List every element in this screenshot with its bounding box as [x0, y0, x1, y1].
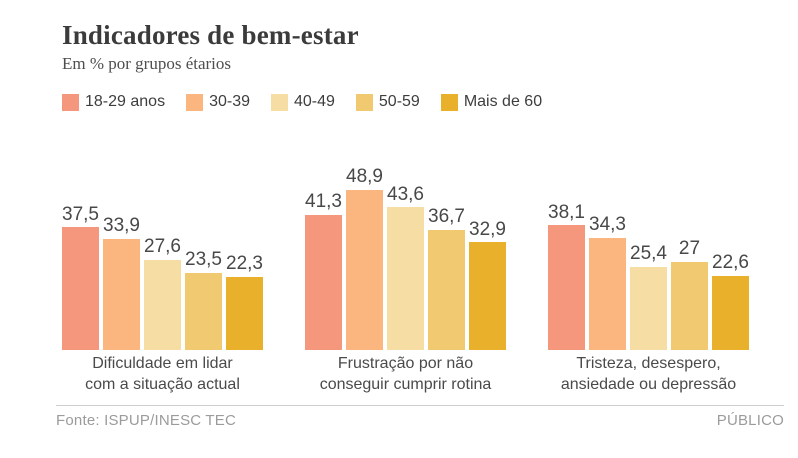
page-subtitle: Em % por grupos étarios [62, 54, 232, 74]
page-title: Indicadores de bem-estar [62, 20, 359, 50]
bar-group: 37,5 33,9 27,6 23,5 22,3 Dificuldade em lidar… [62, 165, 263, 396]
legend-swatch-icon [440, 93, 458, 111]
legend-swatch-icon [186, 93, 204, 111]
legend-item: 50-59 [355, 93, 420, 111]
bar-value-label: 48,9 [346, 166, 383, 188]
bar-cell: 32,9 [469, 218, 506, 350]
bar-value-label: 41,3 [305, 191, 342, 213]
bar-value-label: 22,6 [712, 252, 749, 274]
category-label: Frustração por não conseguir cumprir rot… [319, 355, 492, 393]
bar-cell: 33,9 [103, 215, 140, 350]
bar-value-label: 23,5 [185, 249, 222, 271]
bar [469, 242, 506, 350]
legend-item-label: 40-49 [293, 93, 335, 111]
bar-value-label: 33,9 [103, 215, 140, 237]
bar-cell: 43,6 [387, 183, 424, 350]
legend-item-label: 18-29 anos [85, 93, 166, 111]
bar-cell: 41,3 [305, 191, 342, 350]
bar-cell: 22,6 [712, 252, 749, 350]
bar-cell: 22,3 [226, 253, 263, 350]
legend-swatch-icon [355, 93, 373, 111]
bar-value-label: 27 [678, 237, 701, 259]
bar-cell: 34,3 [589, 213, 626, 350]
bar-cell: 23,5 [185, 249, 222, 350]
bar [185, 273, 222, 350]
bar-value-label: 32,9 [469, 218, 506, 240]
bar [589, 237, 626, 350]
bar [428, 230, 465, 350]
bar [103, 239, 140, 350]
bar-cell: 27,6 [144, 235, 181, 350]
bar [671, 261, 708, 350]
source-note: Fonte: ISPUP/INESC TEC [56, 412, 237, 429]
bar-group-bars: 38,1 34,3 25,4 27 22,6 [548, 165, 749, 350]
bar-value-label: 38,1 [548, 201, 585, 223]
bar-value-label: 34,3 [589, 213, 626, 235]
bar [62, 227, 99, 350]
bar [387, 207, 424, 350]
bar-cell: 25,4 [630, 243, 667, 350]
bar-value-label: 27,6 [144, 235, 181, 257]
category-label: Tristeza, desespero, ansiedade ou depres… [560, 355, 737, 393]
bar [712, 276, 749, 350]
bar-value-label: 36,7 [428, 206, 465, 228]
bar [226, 277, 263, 350]
bar-chart: 37,5 33,9 27,6 23,5 22,3 Dificuldade em lidar… [62, 165, 749, 396]
bar [144, 259, 181, 350]
chart-header: Indicadores de bem-estar Em % por grupos… [62, 20, 798, 74]
category-label: Dificuldade em lidar com a situação actu… [85, 355, 240, 393]
bar-cell: 27 [671, 237, 708, 350]
legend-item: Mais de 60 [440, 93, 543, 111]
bar-value-label: 43,6 [387, 183, 424, 205]
bar-cell: 38,1 [548, 201, 585, 350]
bar-group-bars: 41,3 48,9 43,6 36,7 32,9 [305, 165, 506, 350]
bar [548, 225, 585, 350]
bar [346, 190, 383, 350]
bar-value-label: 25,4 [630, 243, 667, 265]
bar-cell: 48,9 [346, 166, 383, 350]
brand-logo: PÚBLICO [716, 412, 784, 429]
legend-item-label: 50-59 [378, 93, 420, 111]
bar-value-label: 22,3 [226, 253, 263, 275]
legend-item: 40-49 [270, 93, 335, 111]
chart-footer: Fonte: ISPUP/INESC TEC PÚBLICO [56, 405, 784, 429]
bar-cell: 37,5 [62, 203, 99, 350]
legend-item: 18-29 anos [62, 93, 165, 111]
legend: 18-29 anos 30-39 40-49 50-59 Mais de 60 [62, 93, 798, 111]
bar [630, 266, 667, 350]
legend-item-label: 30-39 [209, 93, 250, 111]
bar-value-label: 37,5 [62, 203, 99, 225]
bar-group-bars: 37,5 33,9 27,6 23,5 22,3 [62, 165, 263, 350]
legend-item: 30-39 [186, 93, 250, 111]
bar-group: 38,1 34,3 25,4 27 22,6 Tristeza, desespero, a… [548, 165, 749, 396]
bar [305, 214, 342, 350]
legend-swatch-icon [62, 93, 79, 111]
legend-swatch-icon [270, 93, 288, 111]
legend-item-label: Mais de 60 [463, 93, 543, 111]
bar-cell: 36,7 [428, 206, 465, 350]
bar-group: 41,3 48,9 43,6 36,7 32,9 Frustração por não c… [305, 165, 506, 396]
